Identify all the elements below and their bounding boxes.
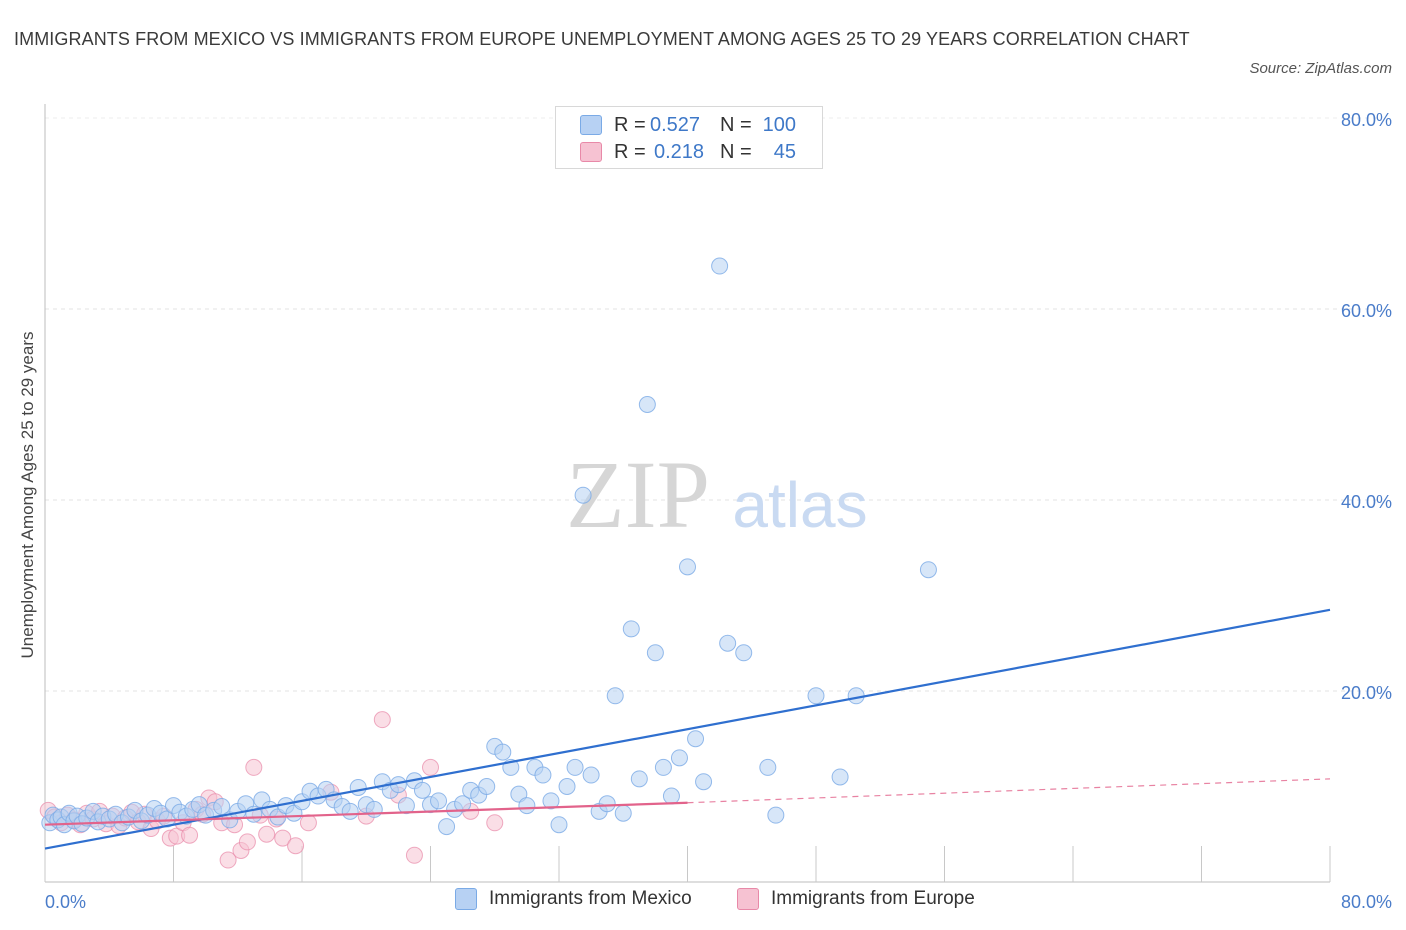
data-point-mexico: [365, 800, 383, 818]
data-point-mexico: [349, 778, 367, 796]
data-point-mexico: [413, 781, 431, 799]
data-point-europe: [299, 814, 317, 832]
series-legend: Immigrants from Mexico Immigrants from E…: [0, 888, 1406, 916]
data-point-mexico: [679, 558, 696, 576]
data-point-mexico: [687, 730, 705, 748]
r-label: R =: [614, 140, 646, 163]
trend-line-europe-extension: [687, 778, 1331, 804]
data-point-mexico: [719, 634, 737, 652]
tick-labels: 20.0% 40.0% 60.0% 80.0% 0.0% 80.0%: [45, 110, 1392, 912]
data-point-mexico: [767, 806, 785, 824]
data-point-mexico: [430, 792, 448, 810]
data-point-europe: [238, 833, 256, 851]
data-point-mexico: [598, 795, 616, 813]
data-point-mexico: [638, 396, 656, 413]
data-point-mexico: [566, 758, 584, 776]
legend-item-europe: Immigrants from Europe: [737, 888, 975, 910]
source-label: Source: ZipAtlas.com: [1249, 60, 1392, 77]
legend-row-europe: R = 0.218 N = 45: [580, 139, 796, 165]
r-value: 0.218: [654, 140, 705, 163]
n-label: N =: [720, 140, 752, 163]
data-point-mexico: [438, 818, 456, 836]
y-tick-label: 60.0%: [1341, 301, 1392, 321]
data-point-europe: [274, 829, 292, 847]
data-point-europe: [287, 837, 305, 855]
data-point-europe: [405, 846, 423, 864]
data-point-mexico: [662, 787, 680, 805]
legend-label-mexico: Immigrants from Mexico: [489, 888, 692, 909]
n-value: 100: [762, 113, 796, 136]
data-point-mexico: [670, 749, 688, 767]
gridlines: [45, 117, 1380, 692]
r-label: R =: [614, 113, 646, 136]
data-point-mexico: [494, 743, 512, 761]
x-tick-label: 80.0%: [1341, 892, 1392, 912]
y-tick-label: 20.0%: [1341, 683, 1392, 703]
watermark: ZIP atlas: [566, 441, 868, 548]
legend-swatch-europe: [580, 142, 602, 162]
data-point-mexico: [831, 768, 849, 786]
data-point-mexico: [606, 687, 624, 705]
y-tick-label: 80.0%: [1341, 110, 1392, 130]
y-tick-label: 40.0%: [1341, 492, 1392, 512]
legend-label-europe: Immigrants from Europe: [771, 888, 975, 909]
r-value: 0.527: [650, 113, 701, 136]
data-point-mexico: [695, 773, 713, 791]
legend-swatch-mexico: [580, 115, 602, 135]
data-point-mexico: [550, 816, 568, 834]
data-point-mexico: [542, 792, 560, 810]
data-point-mexico: [518, 797, 536, 815]
n-label: N =: [720, 113, 752, 136]
correlation-legend: R = 0.527 N = 100 R = 0.218 N = 45: [555, 106, 823, 169]
data-point-mexico: [213, 798, 231, 816]
watermark-atlas: atlas: [732, 469, 867, 541]
mexico-series: [41, 257, 937, 836]
data-point-mexico: [711, 257, 729, 275]
data-point-mexico: [919, 561, 937, 579]
data-point-europe: [486, 814, 504, 832]
data-point-mexico: [614, 804, 632, 822]
legend-swatch-mexico: [455, 888, 477, 910]
data-point-mexico: [478, 778, 496, 795]
legend-item-mexico: Immigrants from Mexico: [455, 888, 692, 910]
data-point-mexico: [622, 620, 640, 638]
data-point-europe: [373, 711, 391, 729]
data-point-mexico: [582, 766, 600, 784]
data-point-europe: [219, 851, 237, 869]
trend-lines: [44, 608, 1331, 850]
data-point-mexico: [534, 766, 552, 784]
legend-row-mexico: R = 0.527 N = 100: [580, 112, 796, 138]
data-point-mexico: [807, 687, 825, 705]
data-point-europe: [245, 758, 263, 776]
axes: [44, 104, 1331, 883]
data-point-mexico: [630, 770, 648, 788]
data-point-mexico: [454, 795, 472, 813]
data-point-europe: [258, 825, 276, 843]
europe-series: [39, 711, 504, 869]
n-value: 45: [773, 140, 796, 163]
data-point-mexico: [646, 644, 664, 662]
data-point-mexico: [397, 797, 415, 815]
data-point-mexico: [654, 758, 672, 776]
data-point-mexico: [558, 778, 576, 795]
data-point-mexico: [574, 486, 592, 504]
data-point-mexico: [341, 802, 359, 820]
trend-line-mexico: [44, 608, 1331, 850]
trend-line-europe: [44, 801, 688, 826]
data-point-europe: [422, 758, 439, 776]
x-tick-label: 0.0%: [45, 892, 86, 912]
data-point-mexico: [759, 758, 777, 776]
legend-swatch-europe: [737, 888, 759, 910]
data-point-europe: [181, 826, 199, 844]
chart-title: IMMIGRANTS FROM MEXICO VS IMMIGRANTS FRO…: [14, 29, 1190, 49]
data-point-mexico: [735, 644, 753, 662]
